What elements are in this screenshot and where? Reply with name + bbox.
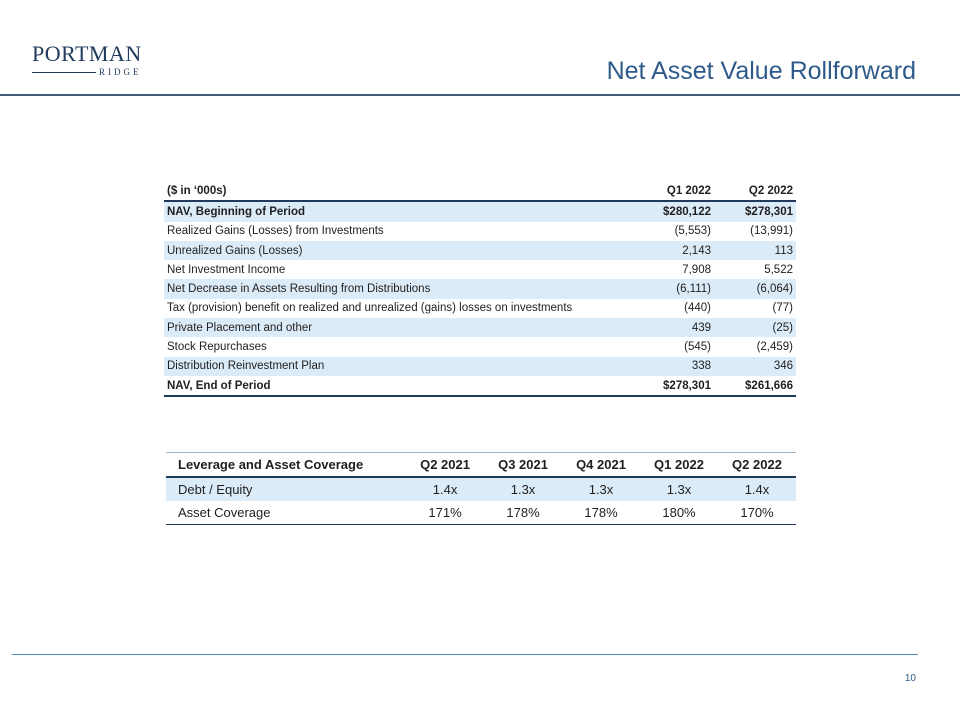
cell-value: 178% (506, 505, 540, 520)
q1-value: $278,301 (663, 379, 711, 392)
column-header-q1-2022: Q1 2022 (666, 184, 711, 197)
header-divider (0, 94, 960, 96)
row-label: Net Investment Income (167, 263, 286, 276)
logo-subtext: RIDGE (99, 67, 142, 77)
row-label: Private Placement and other (164, 318, 632, 338)
row-label: Net Decrease in Assets Resulting from Di… (164, 279, 632, 299)
table-row: NAV, Beginning of Period $280,122 $278,3… (164, 201, 796, 222)
q1-value: 338 (632, 356, 714, 376)
table-row: Net Investment Income 7,908 5,522 (164, 260, 796, 279)
logo-subline: RIDGE (32, 67, 152, 77)
page-title: Net Asset Value Rollforward (606, 57, 916, 85)
portman-ridge-logo: PORTMAN RIDGE (32, 42, 152, 77)
q1-value: (6,111) (632, 279, 714, 299)
q2-value: (25) (714, 318, 796, 338)
q2-value: (6,064) (714, 279, 796, 299)
table-header-row: ($ in ‘000s) Q1 2022 Q2 2022 (164, 181, 796, 202)
cell-value: 1.4x (717, 477, 796, 501)
logo-rule (32, 71, 96, 73)
cell-value: 178% (584, 505, 618, 520)
page-number: 10 (904, 673, 916, 684)
row-label: NAV, Beginning of Period (164, 201, 632, 222)
q2-value: 346 (714, 356, 796, 376)
row-label: NAV, End of Period (167, 379, 271, 392)
cell-value: 1.4x (406, 477, 485, 501)
q2-value: (77) (772, 302, 793, 315)
logo-wordmark: PORTMAN (32, 41, 142, 66)
q1-value: $280,122 (632, 201, 714, 222)
q1-value: 7,908 (682, 263, 711, 276)
footer-divider (12, 654, 918, 655)
row-label: Asset Coverage (178, 505, 271, 520)
table-row: Private Placement and other 439 (25) (164, 318, 796, 338)
cell-value: 171% (428, 505, 462, 520)
row-label: Tax (provision) benefit on realized and … (167, 302, 573, 315)
cell-value: 1.3x (484, 477, 563, 501)
table-row: Stock Repurchases (545) (2,459) (164, 337, 796, 356)
q1-value: (5,553) (674, 225, 711, 238)
leverage-coverage-table: Leverage and Asset Coverage Q2 2021 Q3 2… (166, 452, 796, 525)
table-row: Distribution Reinvestment Plan 338 346 (164, 356, 796, 376)
table-row: Debt / Equity 1.4x 1.3x 1.3x 1.3x 1.4x (166, 477, 796, 501)
nav-rollforward-table: ($ in ‘000s) Q1 2022 Q2 2022 NAV, Beginn… (164, 181, 796, 397)
cell-value: 180% (662, 505, 696, 520)
table-row: Tax (provision) benefit on realized and … (164, 299, 796, 318)
table-row: Unrealized Gains (Losses) 2,143 113 (164, 240, 796, 261)
q1-value: (440) (684, 302, 711, 315)
row-label: Debt / Equity (166, 477, 407, 501)
table-row: Asset Coverage 171% 178% 178% 180% 170% (166, 501, 796, 525)
column-header-q2-2021: Q2 2021 (420, 457, 470, 472)
q2-value: $278,301 (714, 201, 796, 222)
table-row: Realized Gains (Losses) from Investments… (164, 222, 796, 241)
column-header-q2-2022: Q2 2022 (748, 184, 793, 197)
column-header-label: Leverage and Asset Coverage (178, 457, 364, 472)
q2-value: (2,459) (756, 341, 793, 354)
cell-value: 1.3x (562, 477, 640, 501)
table-row-total: NAV, End of Period $278,301 $261,666 (164, 376, 796, 397)
cell-value: 1.3x (640, 477, 718, 501)
q1-value: (545) (684, 341, 711, 354)
q2-value: 113 (714, 240, 796, 261)
q2-value: (13,991) (750, 225, 793, 238)
cell-value: 170% (740, 505, 774, 520)
table-row: Net Decrease in Assets Resulting from Di… (164, 279, 796, 299)
q1-value: 439 (632, 318, 714, 338)
column-header-q1-2022: Q1 2022 (654, 457, 704, 472)
row-label: Realized Gains (Losses) from Investments (167, 225, 384, 238)
q1-value: 2,143 (632, 240, 714, 261)
q2-value: $261,666 (745, 379, 793, 392)
column-header-q2-2022: Q2 2022 (732, 457, 782, 472)
table-header-row: Leverage and Asset Coverage Q2 2021 Q3 2… (166, 452, 796, 477)
q2-value: 5,522 (764, 263, 793, 276)
row-label: Unrealized Gains (Losses) (164, 240, 632, 261)
column-header-q4-2021: Q4 2021 (576, 457, 626, 472)
row-label: Stock Repurchases (167, 341, 267, 354)
column-header-label: ($ in ‘000s) (167, 184, 227, 197)
column-header-q3-2021: Q3 2021 (498, 457, 548, 472)
row-label: Distribution Reinvestment Plan (164, 356, 632, 376)
